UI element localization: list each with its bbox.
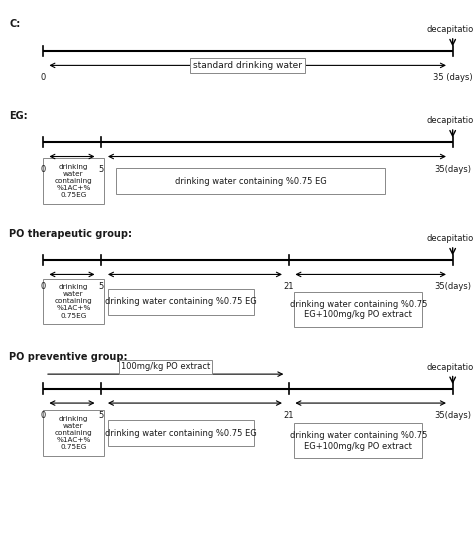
Text: drinking water containing %0.75 EG: drinking water containing %0.75 EG [175, 177, 327, 185]
Text: PO therapeutic group:: PO therapeutic group: [9, 228, 132, 239]
Text: 35(days): 35(days) [434, 411, 471, 420]
Text: 21: 21 [283, 411, 294, 420]
Text: decapitation: decapitation [426, 234, 474, 243]
Text: 21: 21 [283, 282, 294, 292]
Text: 5: 5 [99, 411, 104, 420]
Text: 35(days): 35(days) [434, 282, 471, 292]
Text: 5: 5 [99, 282, 104, 292]
Text: 0: 0 [40, 282, 46, 292]
Text: C:: C: [9, 19, 21, 29]
Text: 35(days): 35(days) [434, 165, 471, 174]
Text: drinking water containing %0.75
EG+100mg/kg PO extract: drinking water containing %0.75 EG+100mg… [290, 300, 427, 319]
Text: standard drinking water: standard drinking water [193, 61, 302, 70]
Text: decapitation: decapitation [426, 363, 474, 372]
Text: 5: 5 [99, 165, 104, 174]
Text: drinking water containing %0.75 EG: drinking water containing %0.75 EG [105, 429, 257, 437]
Text: drinking
water
containing
%1AC+%
0.75EG: drinking water containing %1AC+% 0.75EG [55, 164, 92, 198]
FancyBboxPatch shape [108, 289, 254, 315]
FancyBboxPatch shape [117, 168, 385, 194]
FancyBboxPatch shape [294, 423, 422, 458]
Text: 35 (days): 35 (days) [433, 73, 473, 83]
Text: 100mg/kg PO extract: 100mg/kg PO extract [121, 362, 210, 371]
Text: decapitation: decapitation [426, 25, 474, 34]
Text: decapitation: decapitation [426, 116, 474, 125]
Text: EG:: EG: [9, 110, 28, 121]
Text: 0: 0 [40, 165, 46, 174]
Text: 0: 0 [40, 411, 46, 420]
FancyBboxPatch shape [294, 292, 422, 327]
FancyBboxPatch shape [43, 410, 104, 456]
FancyBboxPatch shape [43, 158, 104, 204]
FancyBboxPatch shape [108, 420, 254, 446]
Text: drinking
water
containing
%1AC+%
0.75EG: drinking water containing %1AC+% 0.75EG [55, 285, 92, 318]
Text: drinking
water
containing
%1AC+%
0.75EG: drinking water containing %1AC+% 0.75EG [55, 416, 92, 450]
FancyBboxPatch shape [43, 279, 104, 324]
Text: drinking water containing %0.75
EG+100mg/kg PO extract: drinking water containing %0.75 EG+100mg… [290, 431, 427, 451]
Text: PO preventive group:: PO preventive group: [9, 352, 128, 362]
Text: 0: 0 [40, 73, 46, 83]
Text: drinking water containing %0.75 EG: drinking water containing %0.75 EG [105, 297, 257, 306]
